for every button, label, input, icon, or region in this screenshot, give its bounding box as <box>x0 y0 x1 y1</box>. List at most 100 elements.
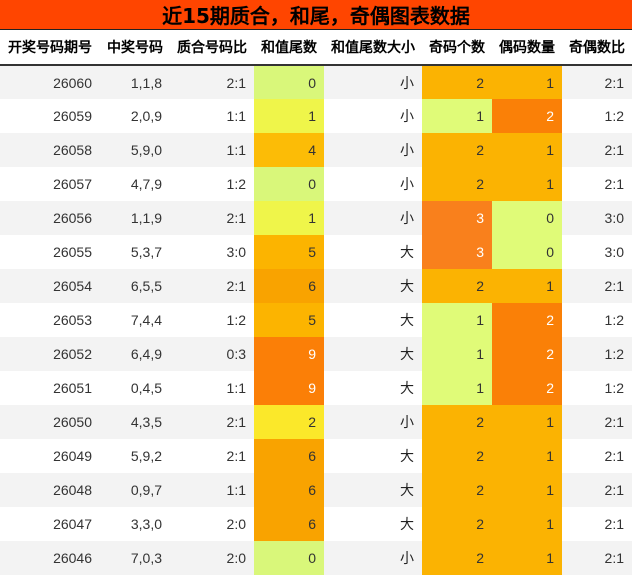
cell-oe-ratio: 2:1 <box>562 541 632 575</box>
cell-issue: 26056 <box>0 201 100 235</box>
cell-even-count: 1 <box>492 269 562 303</box>
cell-pc-ratio: 1:2 <box>170 167 254 201</box>
cell-even-count: 2 <box>492 99 562 133</box>
cell-oe-ratio: 1:2 <box>562 303 632 337</box>
header-oe-ratio: 奇偶数比 <box>562 30 632 66</box>
cell-even-count: 1 <box>492 65 562 99</box>
cell-numbers: 1,1,8 <box>100 65 170 99</box>
cell-sum-tail-size: 小 <box>324 167 422 201</box>
cell-odd-count: 2 <box>422 167 492 201</box>
cell-oe-ratio: 2:1 <box>562 133 632 167</box>
cell-odd-count: 2 <box>422 133 492 167</box>
cell-sum-tail: 5 <box>254 235 324 269</box>
cell-even-count: 1 <box>492 507 562 541</box>
cell-numbers: 3,3,0 <box>100 507 170 541</box>
cell-numbers: 5,3,7 <box>100 235 170 269</box>
cell-odd-count: 2 <box>422 507 492 541</box>
cell-odd-count: 2 <box>422 65 492 99</box>
table-row: 26056 1,1,9 2:1 1 小 3 0 3:0 <box>0 201 632 235</box>
table-row: 26046 7,0,3 2:0 0 小 2 1 2:1 <box>0 541 632 575</box>
cell-sum-tail-size: 小 <box>324 405 422 439</box>
cell-odd-count: 2 <box>422 439 492 473</box>
header-pc-ratio: 质合号码比 <box>170 30 254 66</box>
table-row: 26052 6,4,9 0:3 9 大 1 2 1:2 <box>0 337 632 371</box>
cell-sum-tail-size: 小 <box>324 65 422 99</box>
cell-issue: 26059 <box>0 99 100 133</box>
table-row: 26060 1,1,8 2:1 0 小 2 1 2:1 <box>0 65 632 99</box>
cell-sum-tail: 0 <box>254 65 324 99</box>
cell-odd-count: 2 <box>422 405 492 439</box>
cell-numbers: 6,4,9 <box>100 337 170 371</box>
cell-sum-tail: 9 <box>254 371 324 405</box>
cell-sum-tail-size: 小 <box>324 201 422 235</box>
header-odd-count: 奇码个数 <box>422 30 492 66</box>
cell-sum-tail: 0 <box>254 167 324 201</box>
cell-odd-count: 1 <box>422 303 492 337</box>
page-title: 近15期质合，和尾，奇偶图表数据 <box>0 0 632 30</box>
cell-sum-tail: 5 <box>254 303 324 337</box>
cell-sum-tail-size: 大 <box>324 371 422 405</box>
cell-numbers: 7,0,3 <box>100 541 170 575</box>
cell-odd-count: 2 <box>422 541 492 575</box>
cell-pc-ratio: 1:2 <box>170 303 254 337</box>
table-body: 26060 1,1,8 2:1 0 小 2 1 2:1 26059 2,0,9 1:1 1 小 1 2 1:2… <box>0 65 632 575</box>
table-row: 26059 2,0,9 1:1 1 小 1 2 1:2 <box>0 99 632 133</box>
header-even-count: 偶码数量 <box>492 30 562 66</box>
cell-sum-tail: 6 <box>254 439 324 473</box>
cell-numbers: 7,4,4 <box>100 303 170 337</box>
cell-issue: 26050 <box>0 405 100 439</box>
header-numbers: 中奖号码 <box>100 30 170 66</box>
cell-pc-ratio: 1:1 <box>170 99 254 133</box>
cell-pc-ratio: 3:0 <box>170 235 254 269</box>
cell-oe-ratio: 2:1 <box>562 269 632 303</box>
table-row: 26057 4,7,9 1:2 0 小 2 1 2:1 <box>0 167 632 201</box>
header-sum-tail-size: 和值尾数大小 <box>324 30 422 66</box>
table-row: 26050 4,3,5 2:1 2 小 2 1 2:1 <box>0 405 632 439</box>
cell-sum-tail-size: 大 <box>324 507 422 541</box>
cell-pc-ratio: 1:1 <box>170 133 254 167</box>
cell-oe-ratio: 2:1 <box>562 167 632 201</box>
cell-even-count: 1 <box>492 473 562 507</box>
cell-oe-ratio: 2:1 <box>562 439 632 473</box>
cell-numbers: 5,9,2 <box>100 439 170 473</box>
cell-oe-ratio: 1:2 <box>562 337 632 371</box>
cell-even-count: 1 <box>492 439 562 473</box>
cell-pc-ratio: 2:0 <box>170 507 254 541</box>
cell-pc-ratio: 2:0 <box>170 541 254 575</box>
table-row: 26051 0,4,5 1:1 9 大 1 2 1:2 <box>0 371 632 405</box>
cell-numbers: 0,4,5 <box>100 371 170 405</box>
table-row: 26049 5,9,2 2:1 6 大 2 1 2:1 <box>0 439 632 473</box>
cell-pc-ratio: 2:1 <box>170 269 254 303</box>
cell-even-count: 0 <box>492 201 562 235</box>
cell-pc-ratio: 1:1 <box>170 473 254 507</box>
cell-numbers: 1,1,9 <box>100 201 170 235</box>
cell-issue: 26049 <box>0 439 100 473</box>
cell-sum-tail: 4 <box>254 133 324 167</box>
cell-even-count: 1 <box>492 167 562 201</box>
cell-pc-ratio: 2:1 <box>170 405 254 439</box>
cell-even-count: 2 <box>492 337 562 371</box>
cell-pc-ratio: 2:1 <box>170 201 254 235</box>
cell-oe-ratio: 2:1 <box>562 473 632 507</box>
cell-oe-ratio: 1:2 <box>562 371 632 405</box>
cell-even-count: 2 <box>492 371 562 405</box>
table-row: 26048 0,9,7 1:1 6 大 2 1 2:1 <box>0 473 632 507</box>
cell-sum-tail: 2 <box>254 405 324 439</box>
cell-oe-ratio: 2:1 <box>562 507 632 541</box>
cell-numbers: 5,9,0 <box>100 133 170 167</box>
cell-sum-tail: 1 <box>254 201 324 235</box>
cell-numbers: 0,9,7 <box>100 473 170 507</box>
cell-sum-tail: 1 <box>254 99 324 133</box>
table-row: 26047 3,3,0 2:0 6 大 2 1 2:1 <box>0 507 632 541</box>
cell-even-count: 0 <box>492 235 562 269</box>
cell-sum-tail: 9 <box>254 337 324 371</box>
header-row: 开奖号码期号 中奖号码 质合号码比 和值尾数 和值尾数大小 奇码个数 偶码数量 … <box>0 30 632 66</box>
cell-numbers: 4,7,9 <box>100 167 170 201</box>
table-row: 26053 7,4,4 1:2 5 大 1 2 1:2 <box>0 303 632 337</box>
cell-pc-ratio: 1:1 <box>170 371 254 405</box>
cell-sum-tail-size: 小 <box>324 133 422 167</box>
table-row: 26055 5,3,7 3:0 5 大 3 0 3:0 <box>0 235 632 269</box>
cell-sum-tail: 6 <box>254 269 324 303</box>
cell-numbers: 4,3,5 <box>100 405 170 439</box>
cell-odd-count: 2 <box>422 473 492 507</box>
